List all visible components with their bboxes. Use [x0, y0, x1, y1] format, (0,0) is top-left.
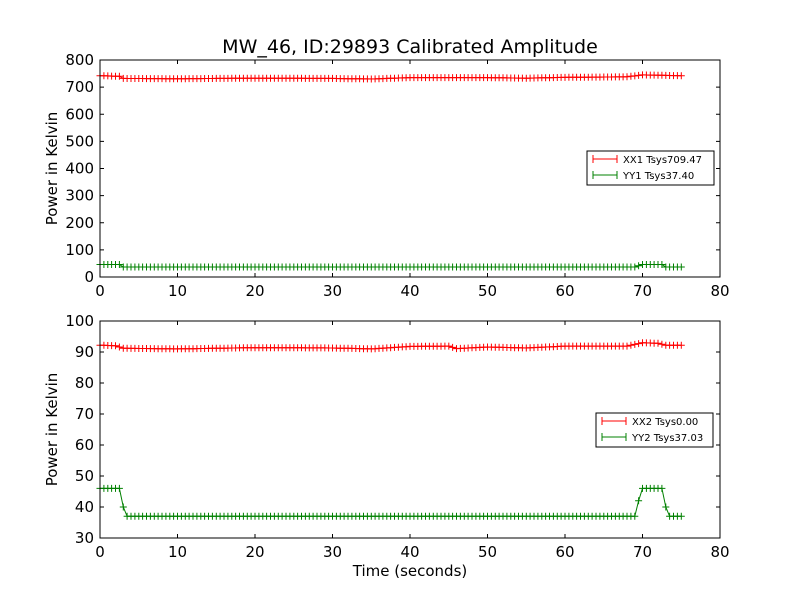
top-y-tick-label: 400 — [65, 160, 94, 178]
bottom-y-tick-label: 80 — [75, 374, 94, 392]
top-legend-label-yy1: YY1 Tsys37.40 — [622, 171, 694, 182]
bottom-series-1-point-150 — [677, 512, 685, 520]
top-y-tick-label: 600 — [65, 105, 94, 123]
bottom-y-tick-label: 60 — [75, 436, 94, 454]
bottom-y-tick-label: 50 — [75, 467, 94, 485]
top-x-tick-label: 50 — [478, 282, 497, 300]
bottom-series-0-point-139 — [635, 340, 643, 348]
top-series-1-point-5 — [115, 261, 123, 268]
bottom-series-0-point-144 — [654, 339, 662, 347]
bottom-series-1-point-145 — [658, 484, 666, 492]
bottom-legend-box — [595, 412, 714, 448]
top-y-tick-label: 800 — [65, 51, 94, 69]
top-series-1-point-150 — [677, 263, 685, 271]
bottom-series-layer — [96, 339, 685, 520]
top-x-tick-label: 70 — [633, 282, 652, 300]
top-chart: MW_46, ID:29893 Calibrated Amplitude 0 10… — [43, 36, 730, 300]
top-y-tick-label: 500 — [65, 132, 94, 150]
bottom-series-0-point-136 — [623, 342, 631, 350]
top-legend: XX1 Tsys709.47 YY1 Tsys37.40 — [586, 150, 715, 186]
bottom-series-0-point-145 — [658, 340, 666, 348]
bottom-series-0-point-4 — [112, 342, 119, 350]
bottom-y-axis-label: Power in Kelvin — [43, 373, 61, 487]
top-y-axis-label: Power in Kelvin — [43, 112, 61, 226]
top-y-tick-label: 0 — [84, 268, 94, 286]
top-x-tick-label: 80 — [710, 282, 729, 300]
top-series-1-point-145 — [658, 261, 666, 268]
top-legend-marker-yy1 — [592, 171, 618, 179]
bottom-x-tick-label: 50 — [478, 543, 497, 561]
bottom-chart: 0 10 20 30 40 50 60 70 80 30 40 50 60 70 80 90 100 Power… — [43, 312, 730, 580]
bottom-series-0-point-150 — [677, 341, 685, 349]
bottom-y-tick-label: 100 — [65, 312, 94, 330]
bottom-legend-marker-yy2 — [601, 433, 627, 441]
bottom-y-tick-label: 90 — [75, 343, 94, 361]
bottom-series-1-point-138 — [631, 512, 639, 520]
top-legend-label-xx1: XX1 Tsys709.47 — [623, 155, 702, 166]
bottom-x-tick-label: 40 — [400, 543, 419, 561]
bottom-series-0-point-138 — [631, 340, 639, 348]
top-x-tick-label: 20 — [245, 282, 264, 300]
bottom-series-1-point-139 — [635, 497, 643, 505]
top-x-tick-label: 0 — [95, 282, 105, 300]
chart-title: MW_46, ID:29893 Calibrated Amplitude — [222, 36, 598, 58]
top-y-tick-label: 200 — [65, 214, 94, 232]
bottom-y-tick-label: 40 — [75, 498, 94, 516]
bottom-legend: XX2 Tsys0.00 YY2 Tsys37.03 — [595, 412, 714, 448]
bottom-x-tick-label: 30 — [323, 543, 342, 561]
top-series-1-point-138 — [631, 263, 639, 271]
bottom-legend-label-yy2: YY2 Tsys37.03 — [631, 433, 703, 444]
bottom-y-tick-label: 30 — [75, 529, 94, 547]
top-y-tick-label: 700 — [65, 78, 94, 96]
bottom-series-1-point-5 — [115, 484, 123, 492]
top-x-tick-label: 60 — [555, 282, 574, 300]
bottom-x-tick-label: 0 — [95, 543, 105, 561]
top-series-layer — [96, 71, 685, 271]
bottom-x-tick-label: 80 — [710, 543, 729, 561]
top-series-0-point-5 — [115, 72, 123, 80]
bottom-ticks: 0 10 20 30 40 50 60 70 80 30 40 50 60 70 80 90 100 — [65, 312, 729, 561]
bottom-series-0-point-90 — [445, 342, 453, 350]
top-y-tick-label: 300 — [65, 187, 94, 205]
top-legend-marker-xx1 — [592, 155, 618, 163]
bottom-x-tick-label: 20 — [245, 543, 264, 561]
bottom-x-axis-label: Time (seconds) — [352, 562, 468, 580]
bottom-series-1-point-146 — [662, 503, 670, 511]
top-x-tick-label: 10 — [168, 282, 187, 300]
bottom-series-0-point-5 — [115, 343, 123, 351]
bottom-x-tick-label: 70 — [633, 543, 652, 561]
top-series-1-point-139 — [635, 262, 643, 270]
bottom-y-tick-label: 70 — [75, 405, 94, 423]
top-ticks: 0 10 20 30 40 50 60 70 8001002003004005006007008… — [65, 51, 729, 300]
bottom-legend-marker-xx2 — [601, 417, 627, 425]
top-y-tick-label: 100 — [65, 241, 94, 259]
bottom-series-0-point-137 — [627, 341, 635, 349]
bottom-series-1-point-6 — [119, 503, 127, 511]
bottom-x-tick-label: 10 — [168, 543, 187, 561]
top-x-tick-label: 30 — [323, 282, 342, 300]
top-x-tick-label: 40 — [400, 282, 419, 300]
bottom-series-0-point-91 — [449, 343, 457, 351]
top-legend-box — [586, 150, 715, 186]
bottom-x-tick-label: 60 — [555, 543, 574, 561]
top-series-0-point-150 — [677, 72, 685, 80]
bottom-legend-label-xx2: XX2 Tsys0.00 — [632, 417, 698, 428]
